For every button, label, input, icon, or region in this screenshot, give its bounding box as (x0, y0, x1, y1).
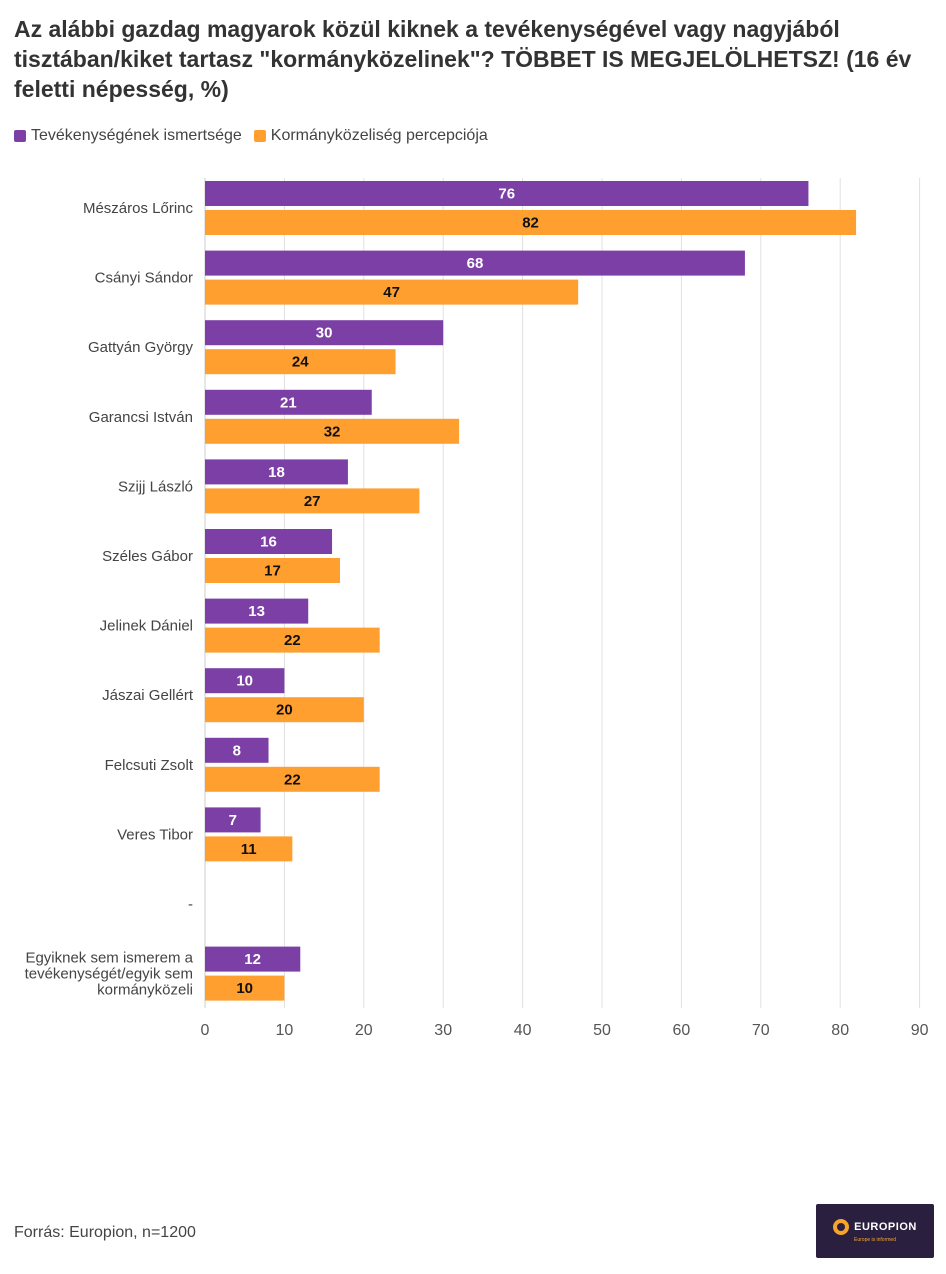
data-label-ismertseg-3: 21 (280, 394, 297, 411)
data-label-kormanykozeliseg-3: 32 (324, 423, 341, 440)
bar-chart: 0 10 20 30 40 50 60 70 80 90 Mészáros Lőrinc 76 82 Cs… (25, 178, 929, 1039)
data-label-kormanykozeliseg-6: 22 (284, 632, 301, 649)
bar-kormanykozeliseg-11 (205, 975, 285, 1001)
x-tick-label-40: 40 (514, 1022, 532, 1039)
x-tick-label-60: 60 (673, 1022, 691, 1039)
bar-ismertseg-3 (205, 389, 372, 415)
bar-kormanykozeliseg-3 (205, 418, 460, 444)
data-label-ismertseg-1: 68 (467, 255, 484, 272)
data-label-ismertseg-7: 10 (236, 673, 253, 690)
x-tick-label-80: 80 (831, 1022, 849, 1039)
bar-ismertseg-4 (205, 459, 348, 485)
bar-ismertseg-0 (205, 181, 809, 206)
data-label-kormanykozeliseg-0: 82 (522, 215, 539, 232)
data-label-kormanykozeliseg-8: 22 (284, 771, 301, 788)
data-label-ismertseg-9: 7 (229, 812, 237, 829)
category-label-3: Garancsi István (89, 409, 193, 426)
data-label-kormanykozeliseg-9: 11 (241, 841, 257, 858)
bar-kormanykozeliseg-4 (205, 488, 420, 514)
category-label-2: Gattyán György (88, 339, 194, 356)
data-label-ismertseg-5: 16 (260, 534, 277, 551)
bar-ismertseg-9 (205, 807, 261, 833)
legend-swatch-purple (14, 130, 26, 142)
bar-ismertseg-1 (205, 250, 745, 276)
logo-tagline: Europe is informed (854, 1237, 896, 1243)
x-tick-label-30: 30 (434, 1022, 452, 1039)
chart-title: Az alábbi gazdag magyarok közül kiknek a… (14, 16, 912, 102)
category-label-7: Jászai Gellért (102, 687, 194, 704)
data-label-ismertseg-2: 30 (316, 325, 333, 342)
bar-ismertseg-5 (205, 529, 333, 554)
logo-text: EUROPION (854, 1221, 917, 1233)
data-label-kormanykozeliseg-4: 27 (304, 493, 321, 510)
legend-label-kormanykozeliseg: Kormányközeliség percepciója (270, 127, 488, 144)
x-tick-label-50: 50 (593, 1022, 611, 1039)
bar-kormanykozeliseg-9 (205, 836, 293, 862)
data-label-kormanykozeliseg-11: 10 (236, 980, 253, 997)
data-label-ismertseg-11: 12 (244, 951, 261, 968)
bar-ismertseg-11 (205, 946, 301, 972)
legend-item-ismertseg[interactable]: Tevékenységének ismertsége (14, 127, 242, 145)
legend-swatch-orange (253, 130, 266, 142)
x-tick-label-70: 70 (752, 1022, 770, 1039)
category-label-11: Egyiknek sem ismerem a tevékenységét/egyi… (25, 950, 194, 999)
legend: Tevékenységének ismertsége Kormányközeli… (14, 127, 500, 145)
bar-kormanykozeliseg-6 (205, 627, 380, 653)
bar-ismertseg-8 (205, 737, 269, 763)
category-label-9: Veres Tibor (117, 826, 193, 843)
data-label-ismertseg-4: 18 (268, 464, 285, 481)
category-label-5: Széles Gábor (102, 548, 193, 565)
data-label-ismertseg-8: 8 (233, 742, 241, 759)
data-label-ismertseg-6: 13 (248, 603, 265, 620)
category-label-6: Jelinek Dániel (100, 618, 193, 635)
bar-kormanykozeliseg-1 (205, 279, 579, 305)
data-label-kormanykozeliseg-5: 17 (264, 563, 281, 580)
x-tick-label-90: 90 (911, 1022, 929, 1039)
category-label-1: Csányi Sándor (95, 270, 193, 287)
logo-mark-icon (833, 1219, 850, 1235)
x-tick-label-0: 0 (201, 1022, 210, 1039)
bar-kormanykozeliseg-8 (205, 766, 380, 792)
category-label-4: Szijj László (118, 478, 193, 495)
data-label-ismertseg-0: 76 (498, 186, 515, 203)
bar-kormanykozeliseg-7 (205, 697, 364, 723)
bar-ismertseg-2 (205, 320, 444, 346)
europion-logo: EUROPION Europe is informed (816, 1204, 934, 1258)
data-label-kormanykozeliseg-1: 47 (383, 284, 400, 301)
bar-kormanykozeliseg-2 (205, 349, 396, 375)
category-label-0: Mészáros Lőrinc (83, 200, 194, 217)
bar-kormanykozeliseg-5 (205, 558, 340, 583)
source-note: Forrás: Europion, n=1200 (14, 1224, 196, 1241)
x-tick-label-20: 20 (355, 1022, 373, 1039)
legend-label-ismertseg: Tevékenységének ismertsége (31, 127, 242, 144)
bar-ismertseg-7 (205, 668, 285, 694)
data-label-kormanykozeliseg-7: 20 (276, 702, 293, 719)
category-label-8: Felcsuti Zsolt (105, 757, 194, 774)
legend-item-kormanykozeliseg[interactable]: Kormányközeliség percepciója (253, 127, 488, 145)
category-label-10: - (188, 896, 193, 913)
data-label-kormanykozeliseg-2: 24 (292, 354, 309, 371)
bar-kormanykozeliseg-0 (205, 210, 857, 235)
x-tick-label-10: 10 (276, 1022, 294, 1039)
bar-ismertseg-6 (205, 598, 309, 624)
